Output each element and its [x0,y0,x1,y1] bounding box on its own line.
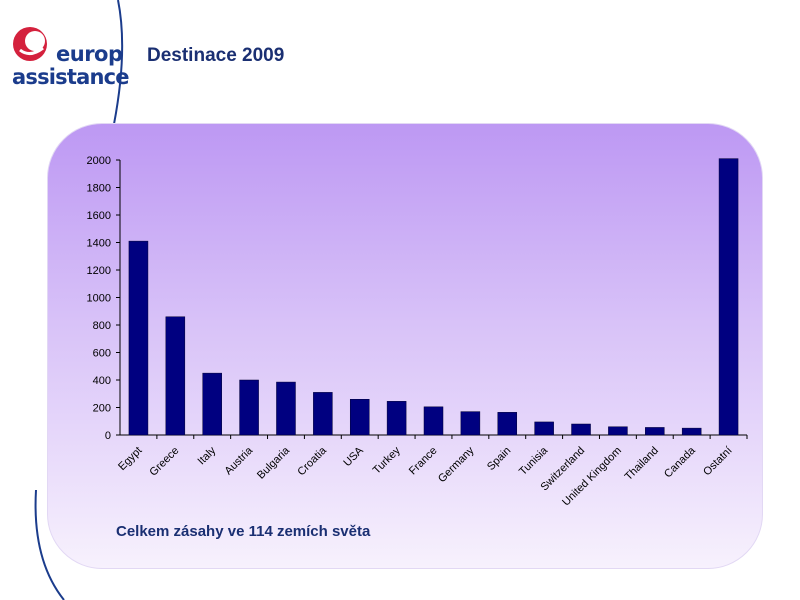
bar [608,426,628,436]
x-tick-label: Canada [662,444,698,480]
x-tick-label: Spain [485,445,513,473]
y-tick-label: 2000 [87,155,111,167]
x-tick-label: Ostatní [701,445,735,479]
y-tick-label: 1400 [87,238,111,250]
bar [571,423,591,436]
bar [423,406,444,436]
bar [313,392,333,436]
y-tick-label: 1200 [87,265,111,277]
bar [460,411,481,436]
x-tick-label: Greece [147,445,181,479]
x-tick-label: Thailand [623,445,661,483]
x-tick-label: Germany [436,444,477,485]
logo-word-europ: europ [56,42,123,66]
bar [718,158,739,436]
x-tick-label: Bulgaria [255,444,293,482]
bar [386,401,407,436]
bar [497,412,518,436]
x-tick-label: Croatia [295,444,329,478]
bar [165,316,186,436]
summary-text: Celkem zásahy ve 114 zemích světa [116,523,371,540]
y-tick-label: 1800 [87,183,111,195]
x-tick-label: Italy [196,444,219,467]
y-tick-label: 0 [105,430,111,442]
logo-mark-icon [13,27,47,61]
x-tick-label: Egypt [116,445,144,473]
y-tick-label: 1600 [87,210,111,222]
x-tick-label: USA [341,444,366,469]
bar [239,379,259,436]
x-tick-label: Turkey [371,444,403,476]
x-tick-label: Tunisia [517,444,551,478]
y-tick-label: 400 [93,375,111,387]
bar [202,372,222,436]
bar [276,381,296,436]
europ-assistance-logo: europ assistance [10,24,130,94]
bar [645,427,665,436]
bar [349,399,370,436]
logo-word-assistance: assistance [12,65,130,89]
x-tick-label: France [407,445,440,478]
page-title: Destinace 2009 [147,45,285,66]
y-tick-label: 600 [93,348,111,360]
y-tick-label: 200 [93,403,111,415]
x-tick-label: Austria [223,444,256,477]
y-tick-label: 800 [93,320,111,332]
bar [534,421,554,436]
bar [128,240,149,436]
bar [681,427,702,436]
y-tick-label: 1000 [87,293,111,305]
